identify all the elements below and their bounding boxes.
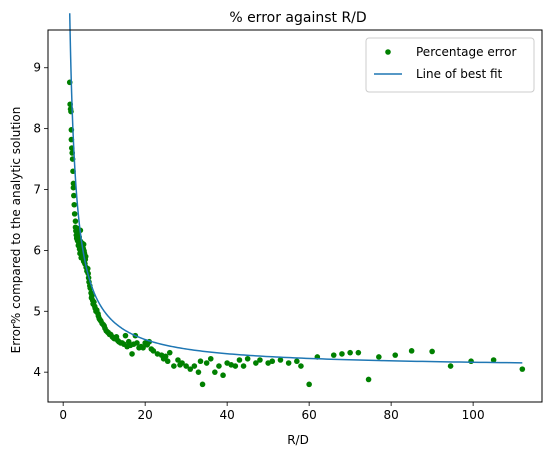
data-point [447, 363, 454, 369]
legend-label-line: Line of best fit [416, 67, 503, 81]
data-point [207, 355, 214, 362]
data-point [71, 192, 77, 199]
data-point [203, 360, 210, 366]
data-point [253, 360, 259, 366]
data-point [355, 349, 362, 356]
data-point [134, 340, 140, 346]
x-tick-label: 40 [220, 408, 235, 422]
data-point [365, 376, 372, 383]
plot-area [66, 13, 526, 388]
data-point [122, 332, 129, 339]
data-point [306, 381, 312, 388]
y-tick-label: 6 [33, 243, 41, 257]
data-point [277, 357, 284, 363]
data-point [70, 180, 77, 187]
data-point [72, 218, 79, 224]
x-tick-label: 20 [138, 408, 153, 422]
y-tick-label: 7 [33, 183, 41, 197]
data-point [236, 357, 243, 363]
data-point [70, 184, 77, 191]
data-point [330, 352, 337, 358]
legend-box [365, 37, 535, 93]
legend: Percentage error Line of best fit [365, 37, 535, 93]
data-point [71, 201, 78, 208]
data-point [376, 354, 382, 360]
chart-title: % error against R/D [229, 10, 366, 26]
data-point [519, 366, 526, 372]
x-tick-label: 0 [59, 408, 67, 422]
data-point [220, 372, 226, 379]
data-point [89, 293, 95, 299]
data-point [199, 381, 206, 388]
y-axis: 4 5 6 7 8 9 [33, 61, 48, 379]
y-tick-label: 9 [33, 61, 41, 75]
data-point [232, 363, 239, 369]
data-point [468, 358, 474, 365]
data-point [140, 345, 146, 351]
y-axis-label: Error% compared to the analytic solution [9, 107, 23, 354]
data-point [162, 353, 169, 360]
x-tick-label: 80 [383, 408, 398, 422]
data-point [164, 358, 171, 365]
data-point [191, 363, 198, 369]
x-tick-label: 60 [302, 408, 317, 422]
data-point [166, 349, 173, 356]
data-point [240, 363, 247, 369]
data-point [129, 351, 135, 357]
data-point [195, 369, 202, 375]
data-point [197, 358, 204, 365]
data-point [392, 352, 399, 358]
data-point [339, 351, 345, 357]
data-point [216, 363, 222, 369]
data-point [187, 366, 194, 372]
y-tick-label: 8 [33, 122, 41, 136]
y-tick-label: 5 [33, 304, 41, 318]
data-point [257, 357, 263, 363]
data-point [71, 211, 78, 217]
data-point [429, 348, 435, 355]
data-point [408, 348, 415, 354]
data-point [490, 357, 497, 363]
data-point [171, 363, 177, 369]
plot-frame [47, 29, 543, 403]
data-point [298, 363, 304, 369]
data-point [347, 349, 353, 356]
data-point [294, 358, 300, 365]
data-point [91, 299, 97, 305]
legend-marker-scatter [385, 49, 391, 55]
data-point [179, 360, 185, 366]
data-point [212, 369, 218, 375]
best-fit-line [68, 13, 523, 364]
data-point [285, 360, 292, 366]
y-tick-label: 4 [33, 365, 41, 379]
x-tick-label: 100 [462, 408, 485, 422]
x-axis: 0 20 40 60 80 100 [59, 402, 485, 422]
data-point [175, 357, 181, 363]
data-point [269, 358, 276, 365]
data-point [183, 363, 189, 369]
data-point [150, 348, 157, 354]
legend-label-scatter: Percentage error [416, 45, 516, 59]
data-point [244, 355, 251, 362]
x-axis-label: R/D [287, 433, 309, 447]
